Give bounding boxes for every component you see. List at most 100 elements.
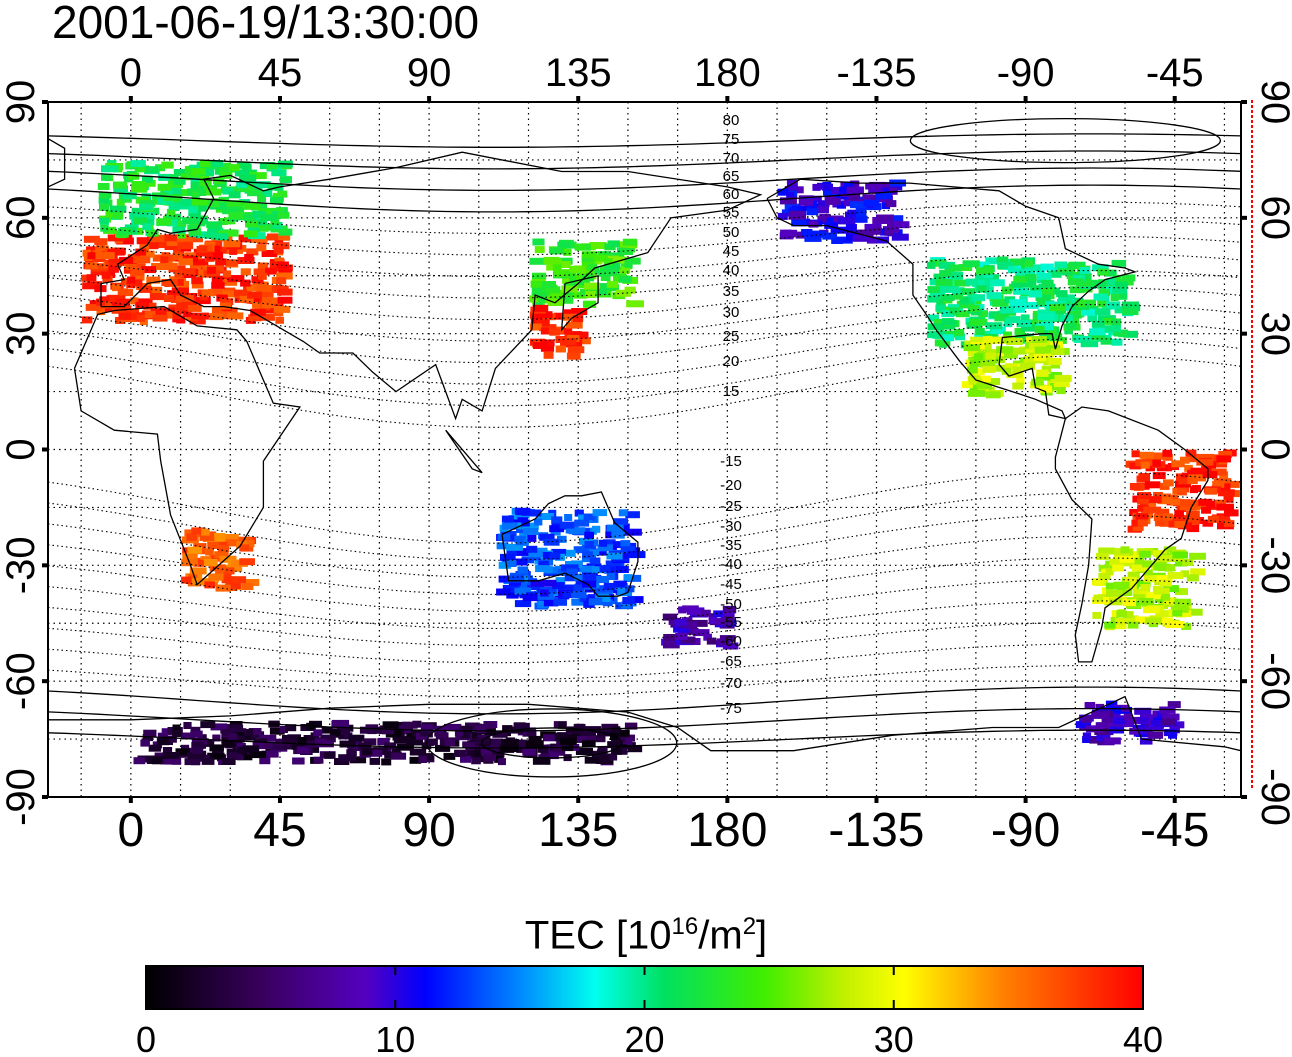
tec-cell <box>349 756 367 764</box>
tec-cell <box>1029 285 1040 293</box>
tec-cell <box>1044 350 1055 358</box>
tec-cell <box>187 546 203 554</box>
tec-cell <box>1097 300 1107 308</box>
tec-cell <box>160 256 169 264</box>
tec-cell <box>259 734 277 742</box>
tec-cell <box>582 300 596 308</box>
tec-cell <box>513 519 530 527</box>
tec-cell <box>563 281 579 289</box>
tec-cell <box>1080 340 1099 348</box>
tec-cell <box>958 264 973 271</box>
tec-cell <box>1053 380 1070 388</box>
bottom-tick <box>1023 797 1028 803</box>
tec-cell <box>528 550 545 558</box>
tec-cell <box>888 183 903 191</box>
tec-cell <box>444 739 456 747</box>
tec-cell <box>1170 498 1182 506</box>
tec-cell <box>581 740 596 748</box>
tec-cell <box>1070 307 1088 315</box>
tec-cell <box>247 291 262 299</box>
tec-cell <box>191 168 207 176</box>
tec-cell <box>1033 353 1047 361</box>
tec-cell <box>1058 294 1075 302</box>
tec-cell <box>568 275 582 282</box>
tec-cell <box>607 240 620 248</box>
tec-cell <box>201 289 214 297</box>
tec-cell <box>162 747 173 754</box>
maglat-label: 65 <box>723 168 740 185</box>
tec-cell <box>954 279 971 287</box>
tec-cell <box>1024 259 1033 267</box>
tec-region <box>97 160 293 241</box>
tec-cell <box>490 750 504 758</box>
tec-cell <box>869 227 883 235</box>
tec-cell <box>183 310 192 318</box>
tec-cell <box>198 204 207 212</box>
maglat-label: -25 <box>720 498 742 515</box>
tec-cell <box>136 237 150 245</box>
tec-cell <box>1159 519 1176 527</box>
timestamp-title: 2001-06-19/13:30:00 <box>52 0 480 48</box>
tec-cell <box>1034 346 1051 354</box>
tec-cell <box>791 219 807 227</box>
tec-cell <box>514 507 531 515</box>
tec-cell <box>105 210 117 218</box>
tec-cell <box>584 282 601 290</box>
tec-cell <box>1064 327 1073 335</box>
tec-cell <box>1057 298 1070 306</box>
tec-cell <box>680 636 696 644</box>
tec-cell <box>241 163 252 171</box>
tec-cell <box>1129 509 1139 516</box>
tec-cell <box>239 544 250 552</box>
magnetic-contour <box>48 707 1241 732</box>
tec-cell <box>369 757 381 765</box>
magnetic-contour <box>48 643 1241 681</box>
tec-cell <box>1186 525 1200 533</box>
tec-cell <box>257 195 267 203</box>
tec-cell <box>162 735 177 743</box>
tec-cell <box>1162 449 1173 457</box>
right-lat-label: 30 <box>1253 311 1292 356</box>
tec-cell <box>1154 587 1170 595</box>
tec-cell <box>985 322 1003 330</box>
tec-cell <box>996 356 1006 364</box>
tec-cell <box>1069 286 1085 294</box>
tec-cell <box>1180 499 1195 507</box>
tec-cell <box>532 757 551 765</box>
tec-cell <box>958 301 975 309</box>
bottom-lon-label: 90 <box>402 804 455 857</box>
tec-cell <box>562 591 573 598</box>
maglat-label: 60 <box>723 186 740 203</box>
tec-cell <box>245 220 261 228</box>
tec-cell <box>270 197 284 205</box>
tec-region <box>661 605 739 650</box>
tec-cell <box>261 301 274 309</box>
tec-cell <box>249 172 267 180</box>
tec-cell <box>189 567 207 575</box>
tec-cell <box>378 737 390 745</box>
left-lat-label: -60 <box>0 652 43 710</box>
tec-cell <box>1143 569 1153 577</box>
tec-cell <box>854 215 868 223</box>
tec-cell <box>227 752 242 760</box>
tec-cell <box>959 296 969 304</box>
tec-cell <box>1185 449 1197 457</box>
top-lon-label: 45 <box>258 51 303 95</box>
tec-cell <box>929 278 938 286</box>
tec-cell <box>513 739 527 747</box>
tec-cell <box>514 600 532 608</box>
tec-cell <box>531 285 546 293</box>
tec-cell <box>324 751 336 759</box>
tec-cell <box>235 728 247 736</box>
tec-cell <box>1047 270 1062 278</box>
tec-cell <box>223 307 238 315</box>
tec-cell <box>223 567 235 575</box>
tec-cell <box>1187 477 1198 485</box>
tec-cell <box>1065 303 1075 311</box>
tec-cell <box>217 545 230 553</box>
tec-cell <box>615 566 629 573</box>
tec-cell <box>1184 464 1193 472</box>
tec-cell <box>409 748 427 756</box>
tec-cell <box>223 539 238 547</box>
